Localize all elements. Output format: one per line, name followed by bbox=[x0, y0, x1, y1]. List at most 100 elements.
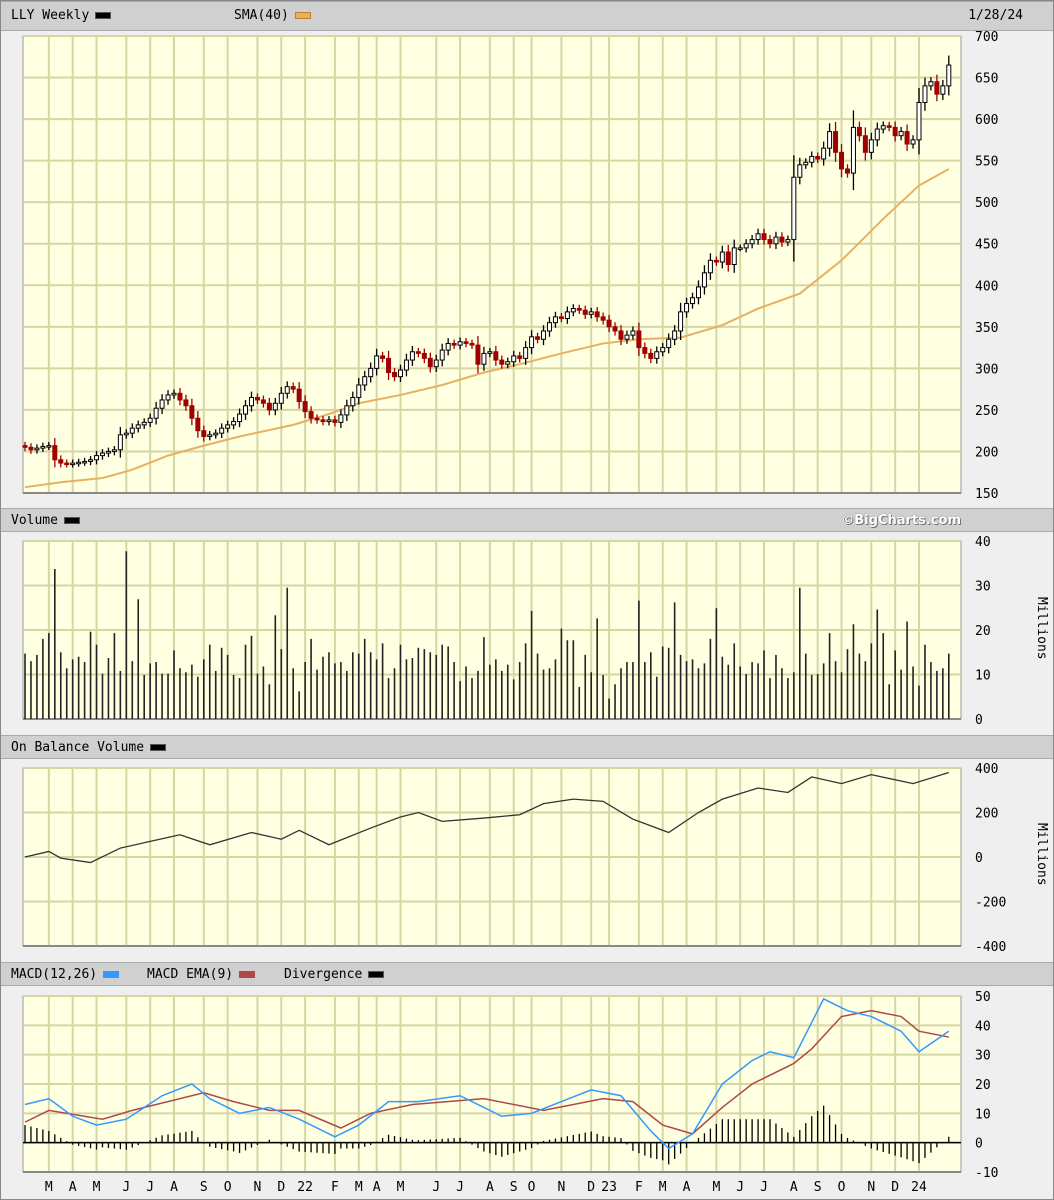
price-y-tick-label: 600 bbox=[975, 113, 998, 128]
candle bbox=[874, 122, 880, 147]
candle bbox=[469, 339, 475, 349]
obv-header: On Balance Volume bbox=[1, 735, 1053, 759]
x-tick-label: F bbox=[635, 1180, 643, 1195]
x-tick-label: O bbox=[224, 1180, 232, 1195]
candle bbox=[409, 345, 415, 366]
candle bbox=[898, 126, 904, 141]
candle bbox=[296, 382, 302, 409]
candle bbox=[129, 423, 135, 438]
price-plot-area bbox=[22, 35, 962, 494]
candle-body bbox=[296, 388, 302, 403]
candle-body bbox=[427, 357, 433, 368]
candle-body bbox=[529, 336, 535, 349]
candle bbox=[695, 280, 701, 305]
candle-body bbox=[213, 432, 219, 436]
candle bbox=[946, 55, 952, 96]
candle bbox=[886, 121, 892, 132]
candle bbox=[648, 348, 654, 364]
candle-body bbox=[797, 164, 803, 178]
candle bbox=[618, 325, 624, 346]
candle-body bbox=[499, 359, 505, 365]
price-y-tick-label: 400 bbox=[975, 279, 998, 294]
candle-body bbox=[618, 330, 624, 340]
candle bbox=[314, 414, 320, 424]
candle bbox=[654, 346, 660, 364]
candle-body bbox=[624, 334, 630, 340]
candle bbox=[177, 387, 183, 406]
candle-body bbox=[314, 417, 320, 421]
macd-y-tick-label: 20 bbox=[975, 1078, 991, 1093]
candle-body bbox=[344, 405, 350, 416]
obv-y-tick-label: 0 bbox=[975, 851, 983, 866]
candle-body bbox=[487, 351, 493, 354]
candle-body bbox=[928, 81, 934, 87]
candle bbox=[171, 389, 177, 399]
candle-body bbox=[52, 445, 58, 461]
price-y-tick-label: 700 bbox=[975, 30, 998, 45]
candle-body bbox=[803, 161, 809, 166]
candle bbox=[52, 438, 58, 468]
candle bbox=[839, 144, 845, 178]
macd-y-tick-label: 50 bbox=[975, 990, 991, 1005]
obv-label: On Balance Volume bbox=[11, 740, 145, 755]
candle bbox=[445, 338, 451, 356]
candle-body bbox=[648, 352, 654, 359]
candle bbox=[141, 418, 147, 429]
ema-label: MACD EMA(9) bbox=[147, 967, 234, 982]
ema-legend: MACD EMA(9) bbox=[147, 967, 256, 982]
candle bbox=[523, 341, 529, 365]
candle-body bbox=[815, 155, 821, 160]
price-header: LLY Weekly SMA(40) 1/28/24 bbox=[1, 1, 1053, 31]
candle bbox=[481, 346, 487, 371]
candle-body bbox=[225, 424, 231, 429]
candle-body bbox=[582, 309, 588, 315]
candle bbox=[642, 342, 648, 359]
candle-body bbox=[350, 396, 356, 407]
candle bbox=[147, 413, 153, 427]
candle-body bbox=[433, 359, 439, 368]
candle bbox=[123, 429, 129, 439]
candle bbox=[195, 411, 201, 438]
symbol-legend: LLY Weekly bbox=[11, 8, 112, 23]
candle-body bbox=[58, 459, 64, 464]
x-tick-label: J bbox=[736, 1180, 744, 1195]
candle bbox=[225, 420, 231, 433]
candle-body bbox=[362, 376, 368, 386]
candle-body bbox=[856, 126, 862, 137]
candle-body bbox=[284, 386, 290, 394]
candle-body bbox=[743, 243, 749, 249]
x-tick-label: D bbox=[891, 1180, 899, 1195]
candle bbox=[463, 337, 469, 348]
candle-body bbox=[82, 460, 88, 464]
candle bbox=[183, 394, 189, 411]
candle-body bbox=[219, 427, 225, 434]
candle-body bbox=[183, 399, 189, 407]
candle bbox=[82, 457, 88, 466]
candle-body bbox=[546, 322, 552, 332]
candle-body bbox=[809, 155, 815, 163]
candle-body bbox=[320, 419, 326, 423]
candle-body bbox=[690, 297, 696, 305]
candle-body bbox=[678, 311, 684, 332]
candle bbox=[660, 343, 666, 357]
candle-body bbox=[374, 355, 380, 369]
candle bbox=[922, 77, 928, 111]
candle bbox=[701, 265, 707, 295]
volume-y-tick-label: 20 bbox=[975, 624, 991, 639]
candle bbox=[827, 123, 833, 157]
candle bbox=[600, 312, 606, 325]
volume-y-tick-label: 30 bbox=[975, 580, 991, 595]
candle bbox=[576, 304, 582, 315]
candle bbox=[237, 408, 243, 428]
divergence-label: Divergence bbox=[284, 967, 363, 982]
price-y-tick-label: 150 bbox=[975, 487, 998, 502]
candle bbox=[499, 355, 505, 369]
candle-body bbox=[594, 311, 600, 318]
candle-body bbox=[243, 405, 249, 415]
candle bbox=[219, 423, 225, 438]
candle bbox=[803, 158, 809, 169]
candle-body bbox=[630, 330, 636, 336]
x-tick-label: A bbox=[170, 1180, 178, 1195]
candle-body bbox=[695, 286, 701, 299]
price-y-tick-label: 200 bbox=[975, 445, 998, 460]
